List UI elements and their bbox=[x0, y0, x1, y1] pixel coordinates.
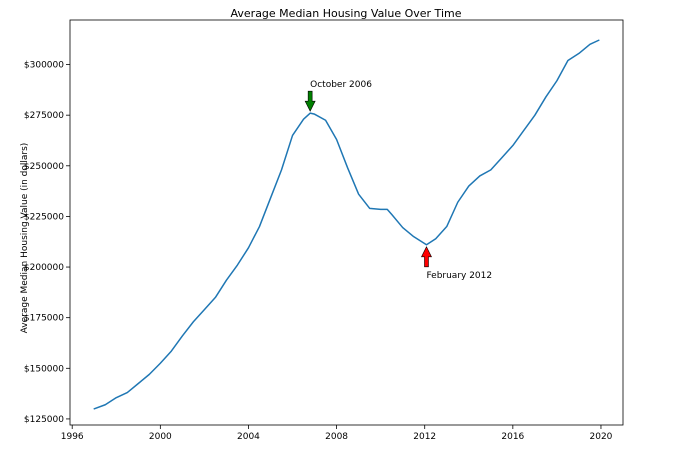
annotation-label: October 2006 bbox=[310, 80, 372, 90]
x-tick-label: 1996 bbox=[61, 432, 84, 442]
y-tick-label: $125000 bbox=[24, 415, 64, 425]
x-tick-label: 2020 bbox=[590, 432, 613, 442]
y-tick-label: $225000 bbox=[24, 212, 64, 222]
y-tick-label: $275000 bbox=[24, 111, 64, 121]
x-tick-label: 2016 bbox=[501, 432, 524, 442]
x-axis-ticks: 1996 2000 2004 2008 2012 2016 2020 bbox=[61, 425, 613, 442]
y-tick-label: $200000 bbox=[24, 263, 64, 273]
y-tick-label: $175000 bbox=[24, 314, 64, 324]
annotation-label: February 2012 bbox=[426, 271, 492, 281]
x-tick-label: 2008 bbox=[325, 432, 348, 442]
annotation-layer: October 2006 February 2012 bbox=[304, 80, 492, 281]
x-tick-label: 2000 bbox=[149, 432, 172, 442]
y-tick-label: $250000 bbox=[24, 162, 64, 172]
series-line bbox=[93, 39, 600, 410]
y-tick-label: $300000 bbox=[24, 61, 64, 71]
chart-title: Average Median Housing Value Over Time bbox=[231, 7, 462, 20]
x-tick-label: 2004 bbox=[237, 432, 260, 442]
plot-frame bbox=[69, 19, 624, 426]
annotation-arrow bbox=[420, 246, 432, 268]
y-tick-label: $150000 bbox=[24, 364, 64, 374]
y-axis-ticks: $125000 $150000 $175000 $200000 $225000 $2500… bbox=[24, 61, 70, 425]
y-axis-label: Average Median Housing Value (in dollars… bbox=[20, 143, 30, 334]
series-layer bbox=[93, 39, 600, 410]
x-tick-label: 2012 bbox=[413, 432, 436, 442]
annotation-arrow bbox=[304, 90, 316, 112]
